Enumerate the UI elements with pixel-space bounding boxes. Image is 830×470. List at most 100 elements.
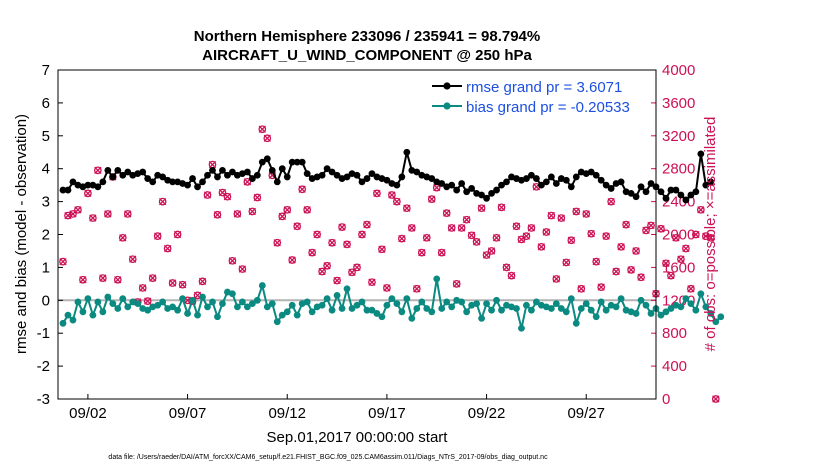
rmse-point — [428, 175, 436, 182]
obs-assimilated-point — [587, 230, 595, 238]
obs-assimilated-point — [657, 225, 665, 233]
y-tick-label: 0 — [42, 292, 50, 309]
rmse-point — [493, 186, 500, 194]
bias-point — [612, 303, 620, 311]
bias-point — [154, 301, 162, 309]
obs-assimilated-point — [104, 210, 112, 218]
bias-point — [253, 296, 261, 304]
obs-assimilated-point — [477, 204, 486, 212]
obs-possible-point — [218, 188, 227, 197]
bias-point — [657, 311, 665, 319]
rmse-point — [298, 158, 306, 166]
bias-point — [533, 298, 540, 306]
bias-point — [617, 295, 625, 303]
rmse-point — [677, 191, 685, 199]
rmse-point — [602, 181, 610, 189]
rmse-point — [283, 173, 291, 181]
rmse-point — [293, 158, 301, 166]
obs-possible-point — [602, 232, 611, 240]
obs-assimilated-point — [423, 234, 431, 242]
obs-assimilated-point — [363, 220, 371, 229]
obs-assimilated-point — [448, 224, 456, 232]
rmse-point — [393, 181, 401, 189]
rmse-point — [697, 150, 705, 158]
obs-possible-point — [677, 255, 685, 264]
obs-possible-point — [537, 242, 546, 251]
obs-assimilated-point — [383, 284, 391, 292]
bias-point — [493, 296, 500, 304]
rmse-point — [204, 171, 211, 179]
rmse-point — [229, 168, 236, 176]
bias-point — [687, 300, 695, 307]
obs-possible-point — [627, 266, 635, 274]
obs-possible-point — [303, 205, 312, 214]
bias-point — [74, 298, 82, 306]
rmse-point — [243, 168, 251, 176]
obs-assimilated-point — [398, 234, 406, 243]
rmse-point — [104, 166, 112, 174]
obs-possible-point — [358, 230, 366, 239]
rmse-point — [503, 178, 510, 186]
bias-point — [632, 310, 640, 317]
bias-point — [702, 303, 710, 311]
obs-possible-point — [103, 210, 112, 218]
obs-assimilated-point — [552, 275, 560, 283]
bias-point — [388, 295, 396, 303]
obs-possible-point — [502, 263, 511, 272]
bias-point — [682, 295, 690, 303]
obs-assimilated-point — [198, 277, 207, 286]
bias-point — [398, 308, 406, 316]
bias-point — [174, 306, 182, 314]
bias-point — [144, 306, 152, 314]
rmse-point — [597, 176, 605, 184]
obs-assimilated-point — [687, 285, 695, 293]
obs-possible-point — [632, 247, 640, 255]
bias-point — [483, 300, 490, 307]
obs-assimilated-point — [662, 259, 670, 267]
obs-assimilated-point — [353, 263, 361, 272]
rmse-point — [488, 189, 495, 197]
obs-assimilated-point — [273, 239, 281, 247]
bias-point — [214, 313, 221, 321]
bias-point — [677, 303, 685, 311]
obs-possible-point — [562, 258, 571, 267]
bias-point — [697, 290, 705, 298]
obs-possible-point — [388, 191, 396, 199]
bias-point — [642, 301, 650, 309]
obs-possible-point — [597, 283, 606, 291]
y2-tick-label: 3200 — [662, 128, 695, 145]
bias-point — [219, 300, 226, 307]
bias-point — [204, 303, 211, 311]
rmse-point — [184, 181, 191, 189]
rmse-point — [209, 166, 216, 174]
obs-assimilated-point — [547, 211, 556, 220]
obs-possible-point — [462, 215, 471, 224]
rmse-point — [59, 186, 67, 194]
obs-assimilated-point — [149, 274, 157, 282]
rmse-point — [333, 171, 341, 179]
obs-possible-point — [667, 271, 675, 280]
obs-assimilated-point — [393, 197, 401, 206]
obs-possible-point — [522, 232, 531, 240]
obs-possible-point — [637, 273, 645, 282]
obs-possible-point — [94, 166, 102, 175]
obs-assimilated-point — [114, 276, 122, 284]
bias-point — [717, 313, 725, 321]
bias-point — [383, 301, 391, 309]
obs-possible-point — [84, 189, 92, 198]
bias-point — [59, 319, 67, 327]
obs-possible-point — [203, 191, 212, 199]
obs-possible-point — [582, 210, 591, 218]
obs-possible-point — [308, 248, 316, 257]
obs-possible-point — [427, 195, 436, 203]
obs-assimilated-point — [79, 276, 87, 284]
rmse-point — [702, 181, 710, 189]
obs-possible-point — [328, 238, 336, 247]
bias-point — [323, 295, 331, 303]
rmse-point — [448, 181, 456, 189]
y-tick-label: 1 — [42, 259, 50, 276]
obs-possible-point — [402, 204, 411, 213]
obs-possible-point — [378, 245, 386, 254]
bias-point — [288, 301, 296, 309]
obs-possible-point — [692, 230, 700, 239]
